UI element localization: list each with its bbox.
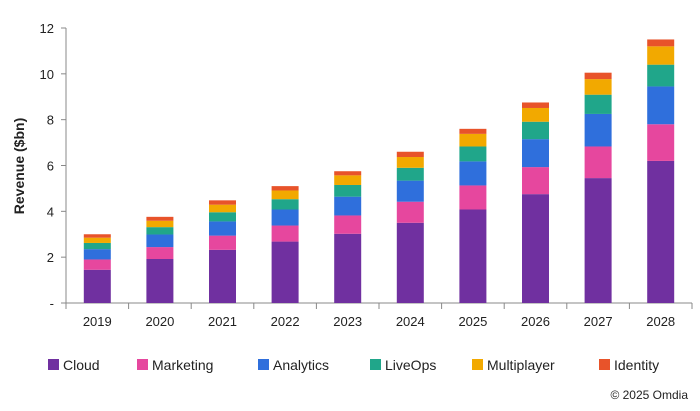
legend-label-identity: Identity	[614, 357, 659, 373]
bar-liveops-2024	[396, 167, 424, 181]
bar-analytics-2021	[209, 221, 236, 236]
bar-liveops-2021	[209, 212, 236, 222]
bar-identity-2023	[334, 171, 362, 176]
bar-identity-2025	[459, 128, 487, 134]
y-axis-title: Revenue ($bn)	[11, 118, 27, 214]
bar-series	[83, 39, 675, 303]
legend-swatch-marketing	[137, 359, 148, 370]
bar-identity-2028	[647, 39, 675, 47]
bar-multiplayer-2027	[584, 79, 612, 95]
bar-marketing-2027	[584, 146, 612, 179]
legend-label-multiplayer: Multiplayer	[487, 357, 555, 373]
x-tick-label: 2024	[396, 314, 425, 329]
bar-marketing-2022	[271, 225, 299, 242]
bar-identity-2024	[396, 151, 424, 158]
x-tick-label: 2026	[521, 314, 550, 329]
bar-cloud-2025	[459, 209, 487, 303]
y-tick-label: 12	[40, 21, 54, 36]
bar-identity-2022	[271, 186, 299, 191]
bar-marketing-2024	[396, 201, 424, 223]
x-tick-label: 2027	[584, 314, 613, 329]
bar-multiplayer-2019	[83, 237, 111, 243]
y-tick-label: 6	[47, 159, 54, 174]
bar-marketing-2020	[146, 247, 174, 259]
x-tick-label: 2021	[208, 314, 237, 329]
bar-marketing-2023	[334, 215, 362, 234]
bar-liveops-2020	[146, 227, 174, 235]
bar-analytics-2020	[146, 234, 174, 248]
bar-analytics-2022	[271, 209, 299, 226]
bar-analytics-2027	[584, 113, 612, 147]
bar-cloud-2019	[83, 269, 111, 303]
legend-label-liveops: LiveOps	[385, 357, 436, 373]
x-tick-label: 2023	[333, 314, 362, 329]
bar-liveops-2025	[459, 146, 487, 162]
legend: Cloud Marketing Analytics LiveOps Multiplaye…	[48, 357, 659, 373]
bar-cloud-2028	[647, 160, 675, 303]
bar-cloud-2024	[396, 222, 424, 303]
x-axis: 2019 2020 2021 2022 2023 2024 2025 2026 2027 2028	[65, 302, 693, 329]
legend-swatch-liveops	[370, 359, 381, 370]
y-axis: - 2 4 6 8 10 12	[40, 21, 67, 311]
bar-multiplayer-2025	[459, 133, 487, 147]
x-tick-label: 2022	[271, 314, 300, 329]
bar-marketing-2019	[83, 259, 111, 270]
y-tick-label: 8	[47, 113, 54, 128]
x-tick-label: 2025	[458, 314, 487, 329]
bar-liveops-2022	[271, 199, 299, 210]
legend-swatch-multiplayer	[472, 359, 483, 370]
bar-marketing-2026	[522, 167, 549, 195]
legend-label-marketing: Marketing	[152, 357, 213, 373]
copyright-notice: © 2025 Omdia	[610, 388, 688, 402]
bar-identity-2019	[83, 234, 111, 238]
legend-label-analytics: Analytics	[273, 357, 329, 373]
bar-cloud-2027	[584, 178, 612, 303]
y-tick-label: 10	[40, 67, 54, 82]
bar-cloud-2020	[146, 259, 174, 303]
legend-swatch-identity	[599, 359, 610, 370]
bar-cloud-2026	[522, 194, 549, 303]
bar-liveops-2026	[522, 121, 549, 140]
x-tick-label: 2028	[646, 314, 675, 329]
bar-cloud-2022	[271, 241, 299, 303]
bar-analytics-2028	[647, 86, 675, 125]
bar-multiplayer-2028	[647, 46, 675, 65]
legend-label-cloud: Cloud	[63, 357, 100, 373]
bar-liveops-2023	[334, 184, 362, 197]
bar-analytics-2024	[396, 180, 424, 202]
bar-identity-2020	[146, 216, 174, 221]
bar-multiplayer-2021	[209, 204, 236, 213]
bar-multiplayer-2022	[271, 190, 299, 200]
bar-identity-2026	[522, 102, 549, 108]
bar-cloud-2021	[209, 249, 236, 303]
bar-analytics-2026	[522, 139, 549, 168]
bar-multiplayer-2024	[396, 157, 424, 168]
legend-swatch-cloud	[48, 359, 59, 370]
bar-liveops-2027	[584, 94, 612, 114]
bar-analytics-2023	[334, 196, 362, 216]
y-tick-label: 2	[47, 250, 54, 265]
bar-marketing-2025	[459, 185, 487, 210]
bar-marketing-2028	[647, 124, 675, 161]
bar-analytics-2025	[459, 161, 487, 186]
y-tick-label: 4	[47, 204, 54, 219]
x-tick-label: 2019	[83, 314, 112, 329]
bar-identity-2027	[584, 72, 612, 80]
bar-marketing-2021	[209, 235, 236, 250]
bar-multiplayer-2023	[334, 175, 362, 185]
bar-identity-2021	[209, 200, 236, 205]
bar-multiplayer-2020	[146, 220, 174, 228]
bar-multiplayer-2026	[522, 107, 549, 122]
y-tick-label: -	[50, 296, 54, 311]
legend-swatch-analytics	[258, 359, 269, 370]
bar-liveops-2019	[83, 242, 111, 250]
bar-liveops-2028	[647, 64, 675, 87]
bar-cloud-2023	[334, 233, 362, 303]
bar-analytics-2019	[83, 249, 111, 260]
x-tick-label: 2020	[145, 314, 174, 329]
